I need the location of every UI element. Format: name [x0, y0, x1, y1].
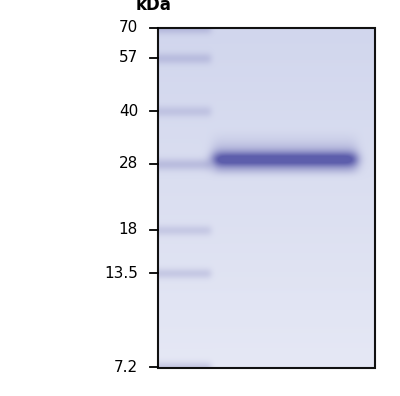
Text: 7.2: 7.2	[114, 360, 138, 375]
Text: kDa: kDa	[136, 0, 172, 14]
Text: 28: 28	[119, 156, 138, 171]
Text: 40: 40	[119, 103, 138, 118]
Text: 57: 57	[119, 51, 138, 65]
Text: 70: 70	[119, 21, 138, 36]
Text: 13.5: 13.5	[104, 265, 138, 280]
Text: 18: 18	[119, 223, 138, 238]
Bar	[158, 28, 375, 368]
